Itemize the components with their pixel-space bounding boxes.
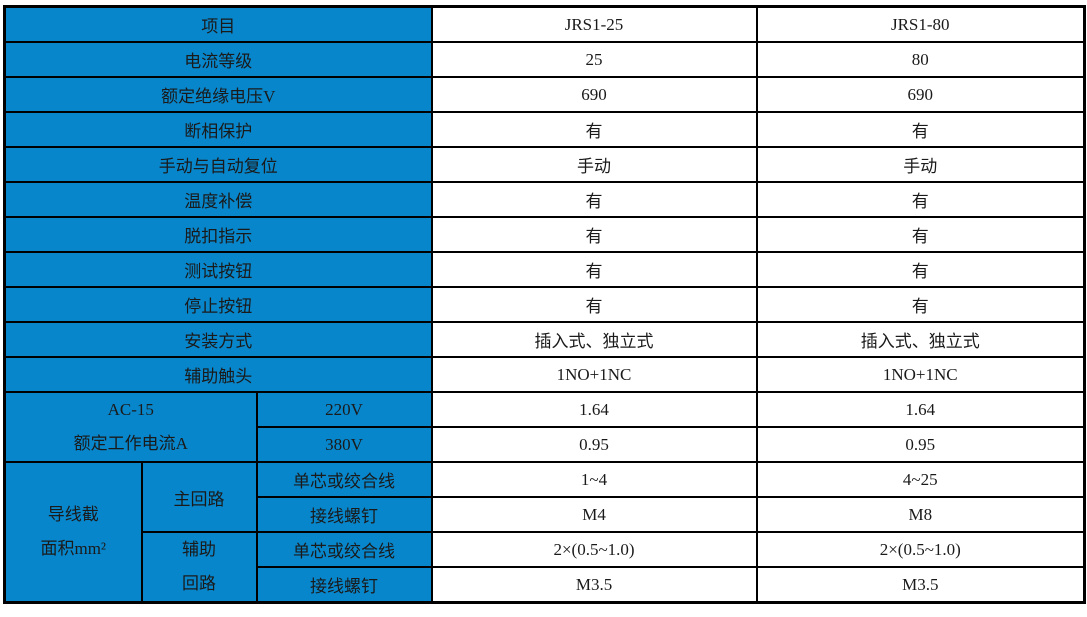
ac15-group-label: AC-15 额定工作电流A: [3, 391, 258, 463]
ac15-sub-label-380v: 380V: [255, 426, 433, 463]
table-row-current-class: 电流等级 25 80: [3, 41, 1086, 78]
wire-sub-label: 单芯或绞合线: [255, 461, 433, 498]
value-cell: 插入式、独立式: [430, 321, 758, 358]
aux-circuit-label: 辅助 回路: [140, 531, 258, 604]
value-cell: 25: [430, 41, 758, 78]
value-cell: 0.95: [430, 426, 758, 463]
table-row-ac15-380v: 380V 0.95 0.95: [5, 426, 1086, 463]
value-cell: 80: [755, 41, 1086, 78]
value-cell: 有: [430, 216, 758, 253]
row-label: 停止按钮: [3, 286, 433, 323]
table-row-reset-mode: 手动与自动复位 手动 手动: [3, 146, 1086, 183]
table-row-main-wire: 导线截 面积mm² 主回路 单芯或绞合线 1~4 4~25: [3, 461, 1086, 604]
table-row-trip-indicator: 脱扣指示 有 有: [3, 216, 1086, 253]
table-row-main-screw: 接线螺钉 M4 M8: [5, 496, 1086, 533]
table-row-aux-wire: 辅助 回路 单芯或绞合线 2×(0.5~1.0) 2×(0.5~1.0): [5, 531, 1086, 604]
value-cell: 690: [430, 76, 758, 113]
row-label: 安装方式: [3, 321, 433, 358]
value-cell: M3.5: [430, 566, 758, 604]
value-cell: 有: [755, 286, 1086, 323]
table-row-phase-failure-protection: 断相保护 有 有: [3, 111, 1086, 148]
header-model-jrs1-25: JRS1-25: [430, 5, 758, 43]
spec-table: 项目 JRS1-25 JRS1-80 电流等级 25 80 额定绝缘电压V 69…: [3, 5, 1087, 604]
row-label: 电流等级: [3, 41, 433, 78]
value-cell: 有: [755, 251, 1086, 288]
main-circuit-label: 主回路: [140, 461, 258, 533]
value-cell: 有: [755, 181, 1086, 218]
row-label: 手动与自动复位: [3, 146, 433, 183]
row-label: 脱扣指示: [3, 216, 433, 253]
row-label: 断相保护: [3, 111, 433, 148]
value-cell: M4: [430, 496, 758, 533]
value-cell: 1NO+1NC: [430, 356, 758, 393]
table-row-insulation-voltage: 额定绝缘电压V 690 690: [3, 76, 1086, 113]
value-cell: 有: [755, 216, 1086, 253]
wire-sub-label: 单芯或绞合线: [255, 531, 433, 568]
table-row-ac15-220v: AC-15 额定工作电流A 220V 1.64 1.64: [3, 391, 1086, 463]
table-row-mounting-type: 安装方式 插入式、独立式 插入式、独立式: [3, 321, 1086, 358]
value-cell: 有: [430, 286, 758, 323]
table-row-aux-screw: 接线螺钉 M3.5 M3.5: [5, 566, 1086, 604]
wire-sub-label: 接线螺钉: [255, 566, 433, 604]
value-cell: 手动: [430, 146, 758, 183]
row-label: 辅助触头: [3, 356, 433, 393]
table-row-header: 项目 JRS1-25 JRS1-80: [3, 5, 1086, 43]
value-cell: 690: [755, 76, 1086, 113]
value-cell: 1~4: [430, 461, 758, 498]
value-cell: 2×(0.5~1.0): [430, 531, 758, 568]
value-cell: 2×(0.5~1.0): [755, 531, 1086, 568]
row-label: 额定绝缘电压V: [3, 76, 433, 113]
row-label: 温度补偿: [3, 181, 433, 218]
value-cell: 4~25: [755, 461, 1086, 498]
value-cell: 1.64: [755, 391, 1086, 428]
value-cell: 1.64: [430, 391, 758, 428]
header-item-label: 项目: [3, 5, 433, 43]
value-cell: M8: [755, 496, 1086, 533]
table-row-test-button: 测试按钮 有 有: [3, 251, 1086, 288]
table-row-temperature-compensation: 温度补偿 有 有: [3, 181, 1086, 218]
ac15-sub-label-220v: 220V: [255, 391, 433, 428]
table-row-auxiliary-contacts: 辅助触头 1NO+1NC 1NO+1NC: [3, 356, 1086, 393]
table-row-stop-button: 停止按钮 有 有: [3, 286, 1086, 323]
value-cell: 有: [430, 251, 758, 288]
value-cell: 0.95: [755, 426, 1086, 463]
value-cell: 有: [430, 181, 758, 218]
value-cell: M3.5: [755, 566, 1086, 604]
value-cell: 有: [430, 111, 758, 148]
value-cell: 1NO+1NC: [755, 356, 1086, 393]
wire-sub-label: 接线螺钉: [255, 496, 433, 533]
wire-group-label: 导线截 面积mm²: [3, 461, 143, 604]
value-cell: 手动: [755, 146, 1086, 183]
value-cell: 有: [755, 111, 1086, 148]
row-label: 测试按钮: [3, 251, 433, 288]
header-model-jrs1-80: JRS1-80: [755, 5, 1086, 43]
value-cell: 插入式、独立式: [755, 321, 1086, 358]
